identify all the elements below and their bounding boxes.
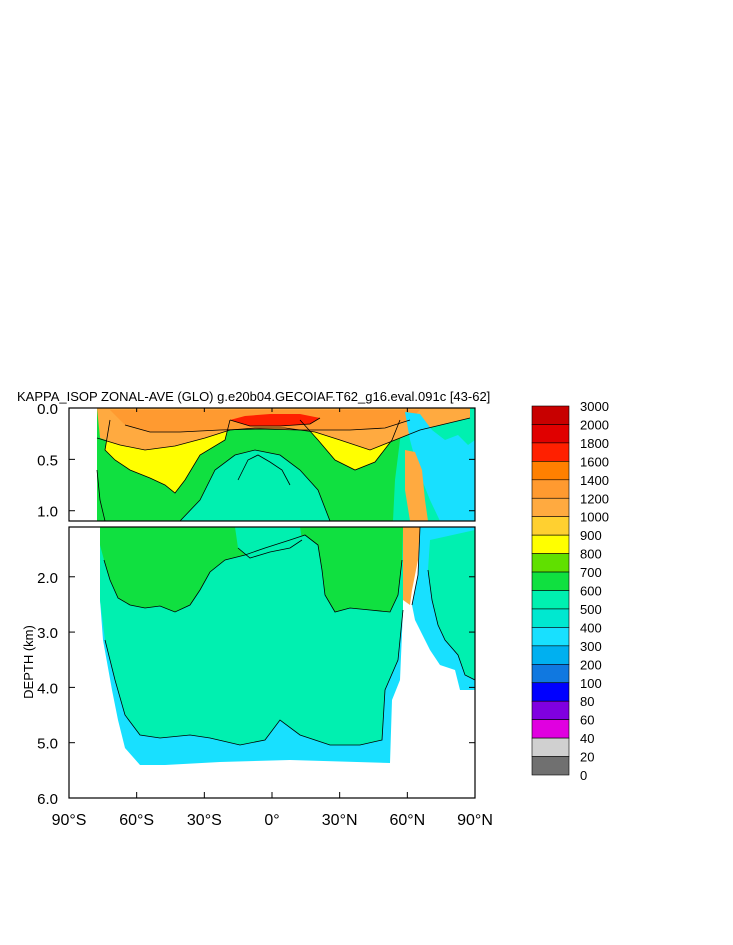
colorbar-label: 80 (580, 694, 594, 709)
colorbar-swatch (531, 608, 570, 628)
y-tick-label: 0.0 (37, 401, 58, 418)
upper-field-400-north (405, 412, 475, 521)
x-tick-label: 0° (264, 812, 279, 829)
colorbar-swatch (531, 737, 570, 757)
colorbar-swatch (531, 590, 570, 610)
colorbar-swatch (531, 534, 570, 554)
colorbar-label: 1200 (580, 491, 609, 506)
colorbar-swatch (531, 571, 570, 591)
lower-panel (69, 527, 475, 798)
upper-field-1800 (230, 414, 320, 426)
colorbar: 3000200018001600140012001000900800700600… (531, 399, 609, 783)
y-tick-label: 4.0 (37, 680, 58, 697)
colorbar-label: 800 (580, 547, 602, 562)
colorbar-label: 600 (580, 584, 602, 599)
colorbar-label: 1000 (580, 510, 609, 525)
lower-field-600 (100, 527, 403, 612)
y-tick-label: 3.0 (37, 625, 58, 642)
axes: 90°S 60°S 30°S 0° 30°N 60°N 90°N 0.0 0.5 1.0 2.0 3.… (37, 401, 493, 829)
x-tick-label: 30°N (322, 812, 358, 829)
colorbar-swatch (531, 461, 570, 481)
y-tick-label: 5.0 (37, 736, 58, 753)
lower-field-1000-north (403, 527, 420, 605)
colorbar-swatch (531, 663, 570, 684)
y-axis-label: DEPTH (km) (21, 625, 36, 699)
y-tick-label: 2.0 (37, 570, 58, 587)
colorbar-swatch (531, 442, 570, 462)
colorbar-label: 400 (580, 620, 602, 635)
colorbar-swatch (531, 405, 570, 425)
colorbar-label: 2000 (580, 417, 609, 432)
lower-field-500-north (428, 530, 475, 680)
x-tick-label: 90°S (52, 812, 87, 829)
upper-field-1000-north (405, 450, 428, 521)
colorbar-swatch (531, 719, 570, 739)
colorbar-label: 200 (580, 657, 602, 672)
x-tick-label: 90°N (457, 812, 493, 829)
colorbar-swatch (531, 424, 570, 444)
y-tick-label: 6.0 (37, 791, 58, 808)
lower-field-500-equator (235, 527, 302, 558)
y-tick-label: 1.0 (37, 504, 58, 521)
y-tick-label: 0.5 (37, 452, 58, 469)
colorbar-swatch (531, 756, 570, 776)
colorbar-swatch (531, 479, 570, 499)
colorbar-label: 0 (580, 768, 587, 783)
colorbar-swatch (531, 682, 570, 702)
x-tick-label: 30°S (187, 812, 222, 829)
colorbar-swatch (531, 553, 570, 573)
upper-panel (69, 408, 475, 521)
colorbar-label: 300 (580, 639, 602, 654)
colorbar-label: 3000 (580, 399, 609, 414)
colorbar-label: 40 (580, 731, 594, 746)
lower-contours (103, 527, 475, 746)
upper-contours (96, 417, 471, 521)
x-tick-label: 60°S (119, 812, 154, 829)
colorbar-swatch (531, 645, 570, 665)
colorbar-swatch (531, 516, 570, 536)
colorbar-label: 900 (580, 528, 602, 543)
chart-title: KAPPA_ISOP ZONAL-AVE (GLO) g.e20b04.GECO… (17, 389, 490, 404)
colorbar-swatch (531, 497, 570, 518)
colorbar-label: 1600 (580, 454, 609, 469)
colorbar-swatch (531, 627, 570, 647)
colorbar-swatch (531, 700, 570, 720)
colorbar-label: 700 (580, 565, 602, 580)
colorbar-label: 100 (580, 676, 602, 691)
upper-field-500-equator (228, 455, 305, 521)
colorbar-label: 500 (580, 602, 602, 617)
colorbar-label: 1400 (580, 473, 609, 488)
colorbar-label: 1800 (580, 436, 609, 451)
x-tick-label: 60°N (389, 812, 425, 829)
colorbar-label: 60 (580, 713, 594, 728)
colorbar-label: 20 (580, 750, 594, 765)
